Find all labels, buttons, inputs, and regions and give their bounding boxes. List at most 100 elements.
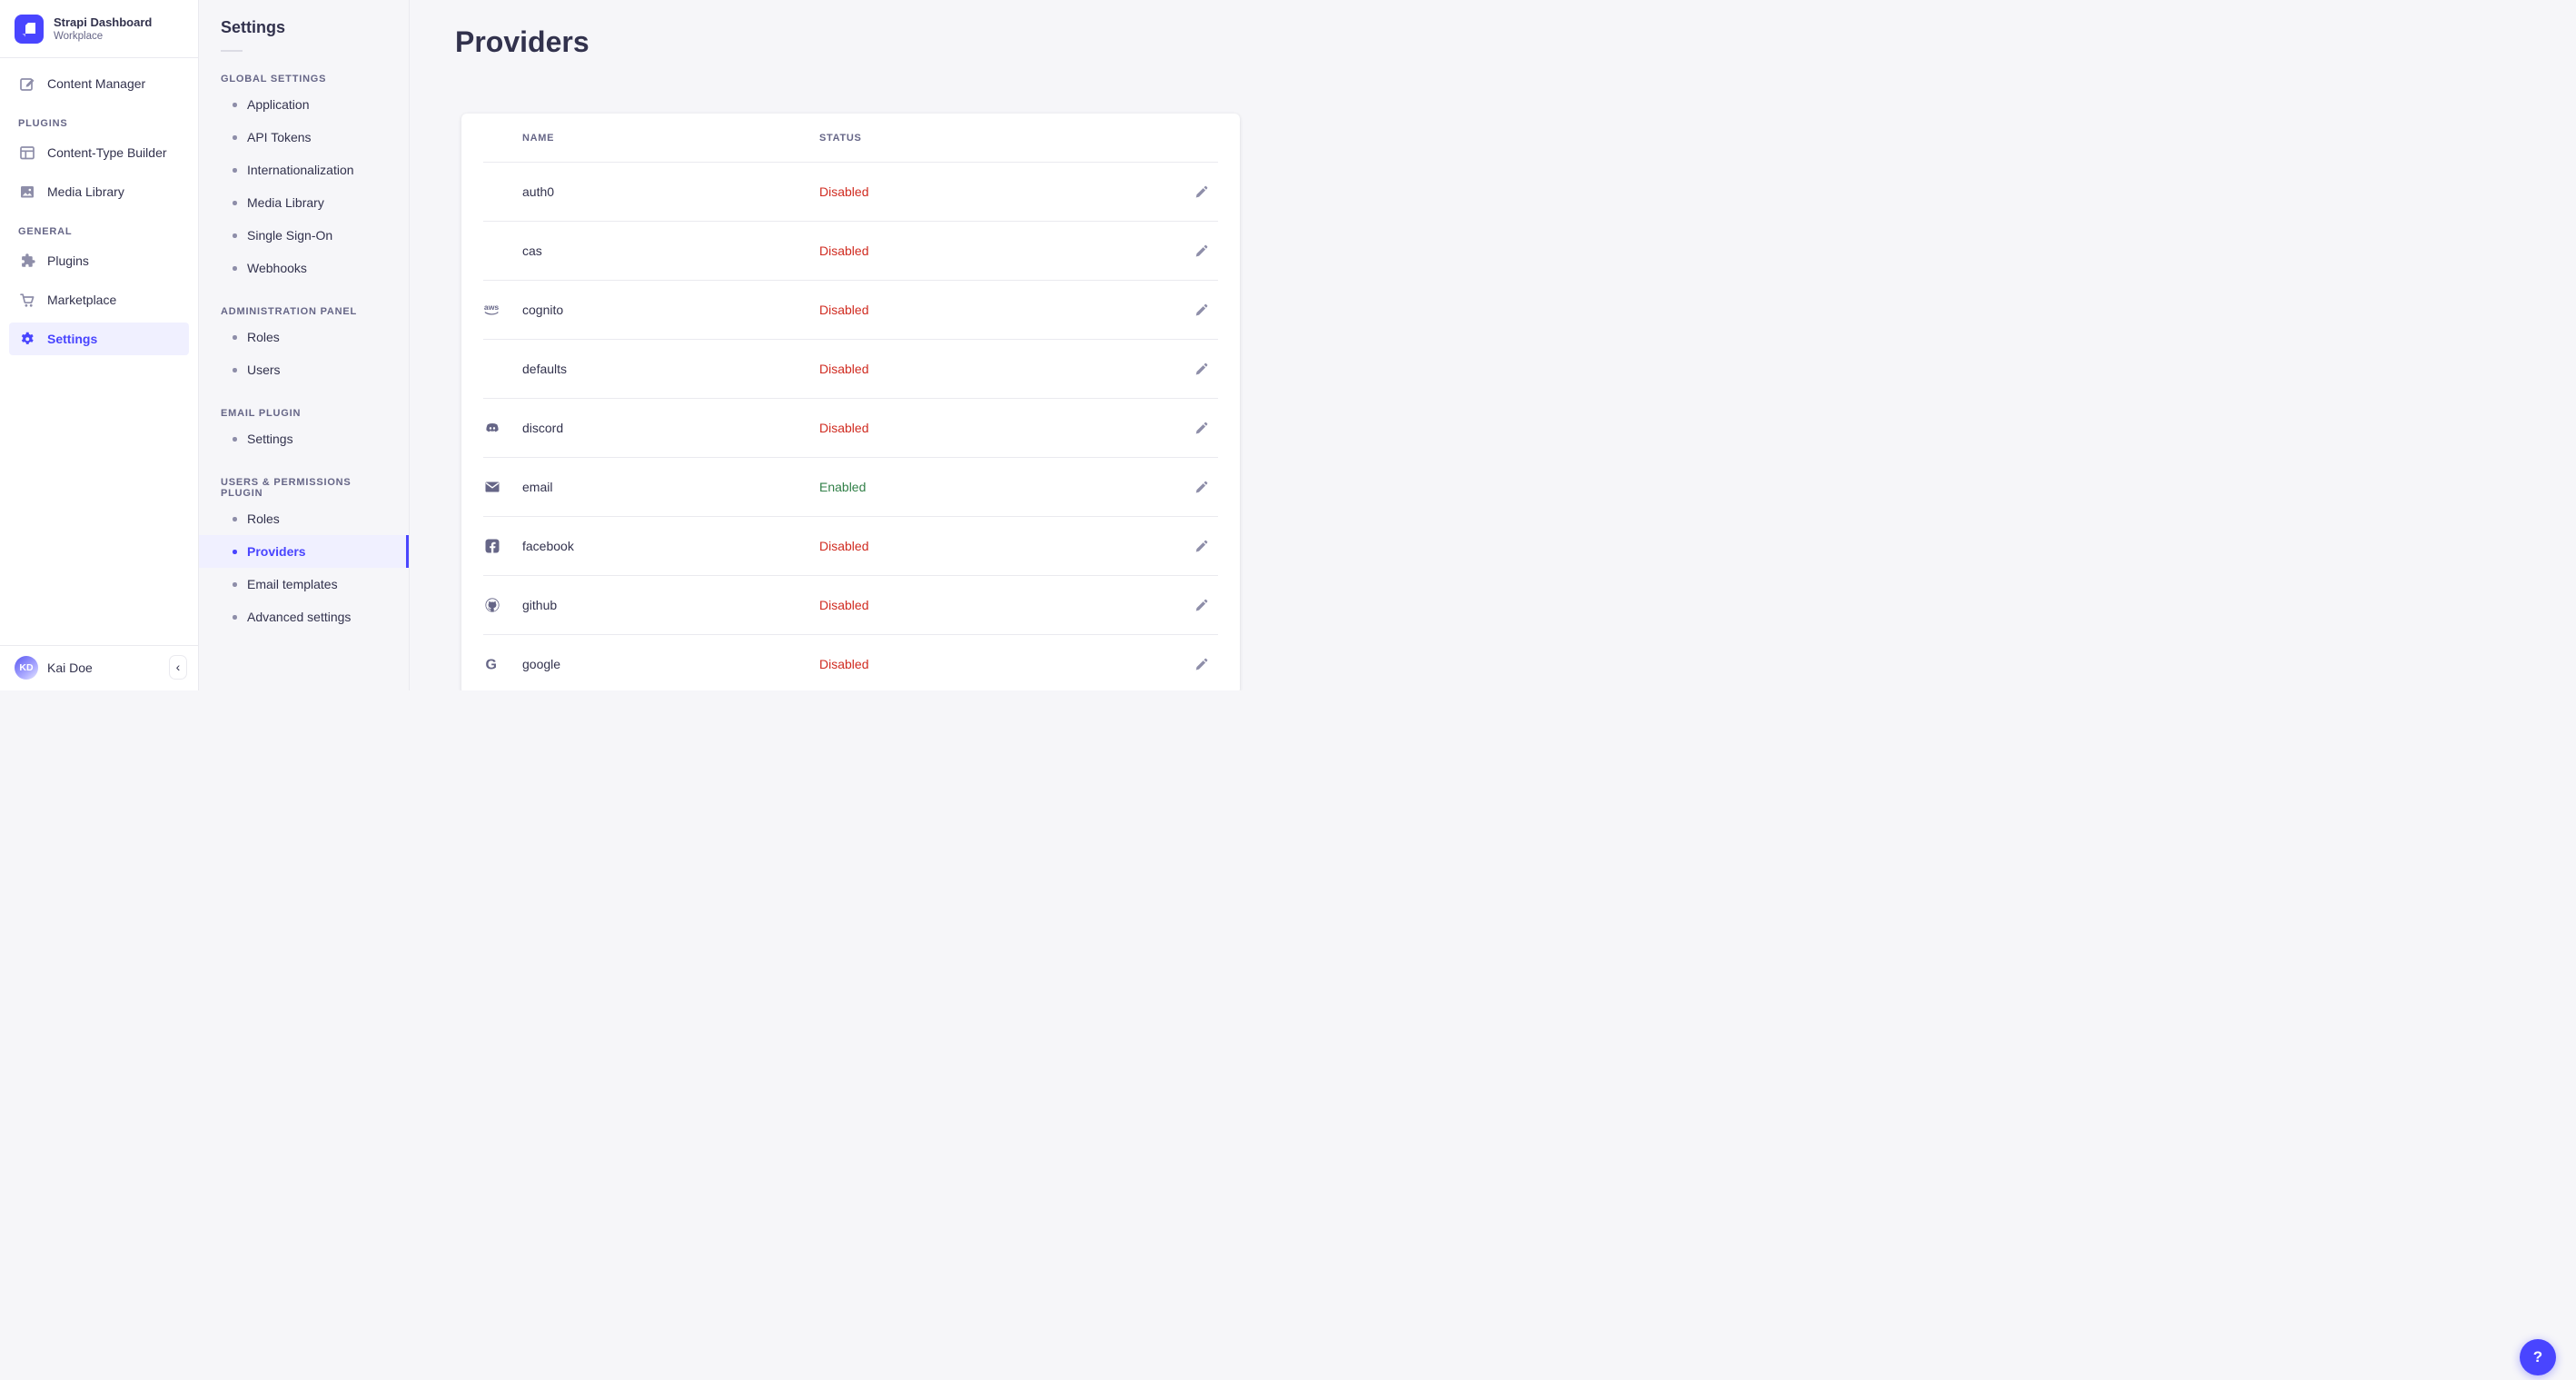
table-row: discord Disabled [461,399,1240,457]
edit-provider-button[interactable] [1191,536,1211,556]
provider-icon-slot [483,183,501,201]
table-row: facebook Disabled [461,517,1240,575]
table-divider [483,398,1218,399]
subnav-list-users-permissions-plugin: Roles Providers Email templates Advanced se… [199,502,409,633]
subnav-item-label: Settings [247,432,293,446]
sidebar-item-content-type-builder[interactable]: Content-Type Builder [9,136,189,169]
main-content: Providers NAME STATUS auth0 Disabled [410,0,2556,1375]
subnav-item-label: Webhooks [247,261,307,275]
subnav-list-global-settings: Application API Tokens Internationalizatio… [199,88,409,284]
provider-name: github [522,598,558,612]
sidebar-nav: Content Manager PLUGINS Content-Type Bui… [0,58,198,362]
content-type-builder-icon [18,144,36,162]
subnav-item-label: API Tokens [247,130,312,144]
media-library-icon [18,183,36,201]
subnav-item[interactable]: Webhooks [199,252,409,284]
settings-gear-icon [18,330,36,348]
subnav-item[interactable]: Settings [199,422,409,455]
sidebar-item-plugins[interactable]: Plugins [9,244,189,277]
content-manager-icon [18,74,36,93]
edit-provider-button[interactable] [1191,182,1211,202]
table-body: auth0 Disabled cas Disabled [461,163,1240,690]
sidebar-item-label: Media Library [47,184,124,199]
sidebar-item-marketplace[interactable]: Marketplace [9,283,189,316]
status-badge: Disabled [819,243,869,258]
status-badge: Disabled [819,421,869,435]
github-icon [485,598,500,612]
subnav-item[interactable]: API Tokens [199,121,409,154]
table-header-row: NAME STATUS [461,114,1240,162]
sidebar-footer: KD Kai Doe ‹ [0,645,198,690]
table-divider [483,516,1218,517]
edit-provider-button[interactable] [1191,300,1211,320]
subnav-item[interactable]: Single Sign-On [199,219,409,252]
subnav-item-label: Application [247,97,310,112]
table-divider [483,575,1218,576]
edit-provider-button[interactable] [1191,595,1211,615]
pencil-icon [1195,658,1207,670]
status-badge: Disabled [819,184,869,199]
subnav-item-label: Internationalization [247,163,354,177]
provider-icon-slot [483,242,501,260]
subnav-section-administration-panel: ADMINISTRATION PANEL [221,306,358,317]
table-row: defaults Disabled [461,340,1240,398]
sidebar-collapse-button[interactable]: ‹ [169,655,187,680]
user-name: Kai Doe [47,660,93,675]
provider-name: discord [522,421,564,435]
status-badge: Disabled [819,362,869,376]
edit-provider-button[interactable] [1191,477,1211,497]
subnav-item[interactable]: Advanced settings [199,601,409,633]
sidebar-item-content-manager[interactable]: Content Manager [9,67,189,100]
pencil-icon [1195,185,1207,197]
provider-icon-slot: G [483,655,501,673]
table-row: auth0 Disabled [461,163,1240,221]
provider-name: auth0 [522,184,555,199]
pencil-icon [1195,422,1207,433]
provider-name: defaults [522,362,568,376]
provider-icon-slot [483,537,501,555]
provider-name: cognito [522,303,564,317]
google-icon: G [486,658,497,673]
subnav-list-email-plugin: Settings [199,422,409,455]
provider-name: cas [522,243,542,258]
subnav-item[interactable]: Roles [199,502,409,535]
subnav-item-label: Advanced settings [247,610,352,624]
subnav-item[interactable]: Roles [199,321,409,353]
subnav-item[interactable]: Users [199,353,409,386]
edit-provider-button[interactable] [1191,654,1211,674]
subnav-item[interactable]: Application [199,88,409,121]
avatar[interactable]: KD [15,655,38,680]
subnav-item[interactable]: Media Library [199,186,409,219]
sidebar-item-media-library[interactable]: Media Library [9,175,189,208]
sidebar-section-general: GENERAL [18,226,73,237]
svg-text:aws: aws [484,303,500,312]
sidebar-section-plugins: PLUGINS [18,118,68,129]
subnav-item[interactable]: Internationalization [199,154,409,186]
provider-icon-slot [483,478,501,496]
subnav-item[interactable]: Providers [199,535,409,568]
svg-text:G: G [486,658,497,673]
table-row: email Enabled [461,458,1240,516]
provider-icon-slot [483,596,501,614]
edit-provider-button[interactable] [1191,418,1211,438]
edit-provider-button[interactable] [1191,241,1211,261]
subnav-item-label: Single Sign-On [247,228,333,243]
table-row: cas Disabled [461,222,1240,280]
subnav-item-label: Media Library [247,195,324,210]
status-badge: Disabled [819,657,869,671]
edit-provider-button[interactable] [1191,359,1211,379]
provider-name: facebook [522,539,574,553]
subnav-item-label: Roles [247,330,280,344]
brand-subtitle: Workplace [54,30,104,42]
page-title: Providers [455,25,590,58]
table-divider [483,634,1218,635]
pencil-icon [1195,303,1207,315]
settings-subnav: Settings GLOBAL SETTINGS Application API … [199,0,410,690]
subnav-item-label: Roles [247,511,280,526]
provider-icon-slot [483,360,501,378]
sidebar-item-settings[interactable]: Settings [9,323,189,355]
pencil-icon [1195,244,1207,256]
subnav-item[interactable]: Email templates [199,568,409,601]
provider-icon-slot: aws [483,301,501,319]
marketplace-icon [18,291,36,309]
